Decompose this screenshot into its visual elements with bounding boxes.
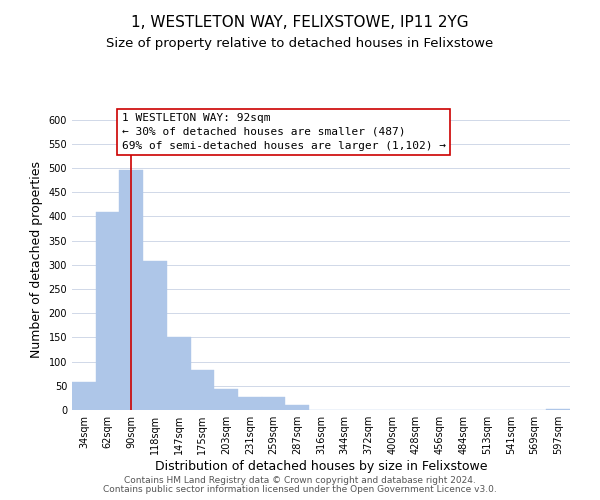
Bar [96, 212, 119, 410]
Bar [214, 388, 238, 410]
Text: Size of property relative to detached houses in Felixstowe: Size of property relative to detached ho… [106, 38, 494, 51]
Bar [191, 370, 214, 410]
Text: Contains public sector information licensed under the Open Government Licence v3: Contains public sector information licen… [103, 485, 497, 494]
Text: 1 WESTLETON WAY: 92sqm
← 30% of detached houses are smaller (487)
69% of semi-de: 1 WESTLETON WAY: 92sqm ← 30% of detached… [122, 113, 446, 151]
Text: 1, WESTLETON WAY, FELIXSTOWE, IP11 2YG: 1, WESTLETON WAY, FELIXSTOWE, IP11 2YG [131, 15, 469, 30]
Bar [119, 170, 143, 410]
Bar [546, 409, 570, 410]
Bar [167, 338, 191, 410]
Bar [262, 398, 286, 410]
Bar [238, 398, 262, 410]
Text: Contains HM Land Registry data © Crown copyright and database right 2024.: Contains HM Land Registry data © Crown c… [124, 476, 476, 485]
Y-axis label: Number of detached properties: Number of detached properties [30, 162, 43, 358]
Bar [72, 382, 96, 410]
Bar [143, 262, 167, 410]
Bar [286, 405, 309, 410]
X-axis label: Distribution of detached houses by size in Felixstowe: Distribution of detached houses by size … [155, 460, 487, 473]
